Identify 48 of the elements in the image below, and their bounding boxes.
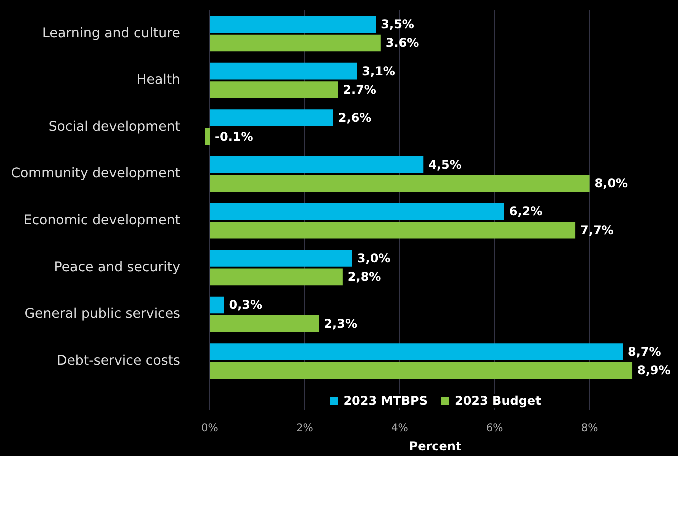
bar — [210, 222, 576, 239]
x-tick-label: 6% — [486, 422, 504, 434]
legend-label: 2023 MTBPS — [344, 394, 428, 408]
y-tick-label: General public services — [24, 307, 181, 322]
bar — [210, 362, 633, 380]
data-label: -0.1% — [214, 130, 254, 144]
data-label: 3,5% — [381, 18, 414, 32]
bar — [210, 250, 352, 267]
y-tick-label: Peace and security — [54, 260, 181, 276]
y-tick-label: Learning and culture — [42, 26, 181, 42]
data-label: 2,8% — [348, 270, 382, 284]
y-tick-label: Community development — [11, 166, 180, 182]
y-tick-label: Economic development — [24, 214, 181, 229]
data-label: 8,0% — [594, 176, 628, 191]
x-tick-label: 2% — [296, 422, 314, 434]
x-axis-title: Percent — [409, 440, 462, 454]
data-label: 6,2% — [509, 204, 543, 219]
bar — [210, 268, 343, 286]
x-tick-label: 4% — [391, 422, 408, 434]
y-tick-label: Health — [136, 73, 180, 88]
data-label: 2,6% — [338, 111, 372, 126]
data-label: 4,5% — [428, 158, 462, 172]
data-label: 3.6% — [386, 36, 420, 50]
x-tick-label: 8% — [581, 422, 598, 434]
data-label: 8,9% — [638, 364, 671, 378]
bar — [210, 82, 338, 98]
bar — [210, 296, 224, 314]
data-label: 3,0% — [357, 251, 391, 266]
bar — [210, 34, 381, 52]
data-label: 2.7% — [343, 83, 376, 98]
data-label: 2,3% — [324, 316, 358, 331]
data-label: 3,1% — [362, 64, 396, 78]
bar — [205, 128, 210, 146]
bar — [210, 62, 358, 80]
x-tick-label: 0% — [202, 422, 218, 434]
data-label: 8,7% — [628, 345, 662, 360]
bar — [210, 16, 376, 33]
legend-label: 2023 Budget — [454, 394, 542, 408]
bar — [210, 203, 504, 220]
bar — [210, 175, 590, 192]
data-label: 0,3% — [229, 298, 263, 312]
y-tick-label: Social development — [48, 120, 181, 135]
bar — [210, 344, 624, 360]
bar — [210, 156, 424, 174]
bar — [210, 316, 320, 332]
y-tick-label: Debt-service costs — [56, 354, 181, 369]
data-label: 7,7% — [580, 223, 614, 238]
bar — [210, 110, 334, 127]
